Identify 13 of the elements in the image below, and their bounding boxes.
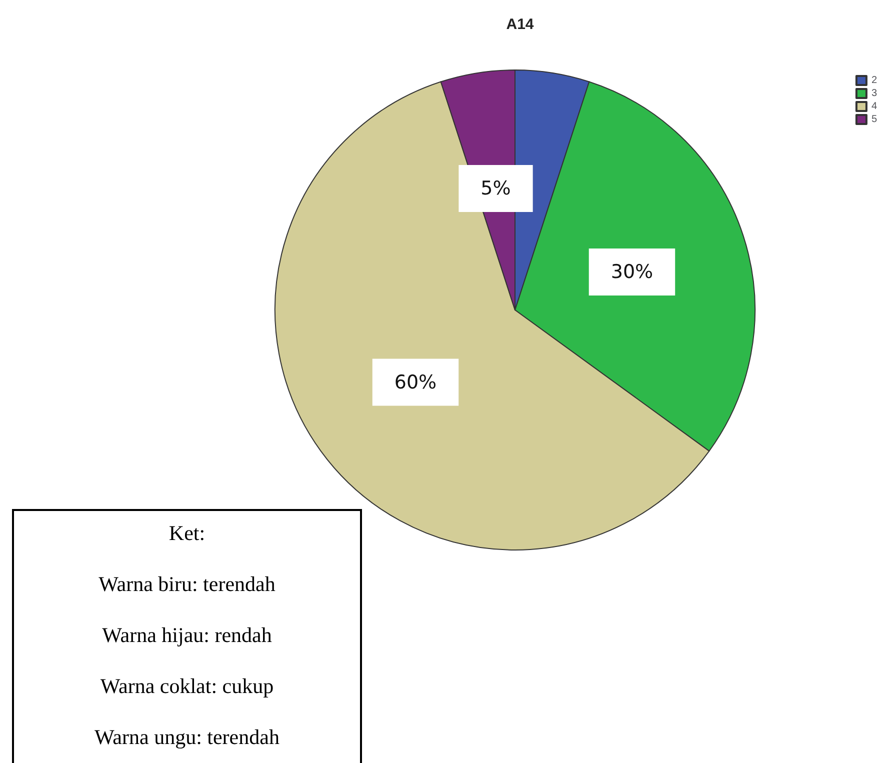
data-label: 5% (480, 178, 511, 200)
text: Warna biru: terendah (98, 572, 276, 597)
legend-label: 4 (871, 101, 878, 112)
legend-label: 5 (871, 114, 878, 125)
legend-label: 3 (871, 88, 878, 99)
data-label: 60% (394, 371, 437, 394)
text: Warna coklat: cukup (99, 674, 275, 699)
data-label: 30% (610, 260, 654, 283)
text: Warna hijau: rendah (101, 623, 273, 648)
chart-title: A14 (506, 16, 534, 33)
text: Warna ungu: terendah (94, 725, 280, 750)
text: Ket: (168, 521, 206, 546)
legend-label: 2 (871, 75, 878, 86)
